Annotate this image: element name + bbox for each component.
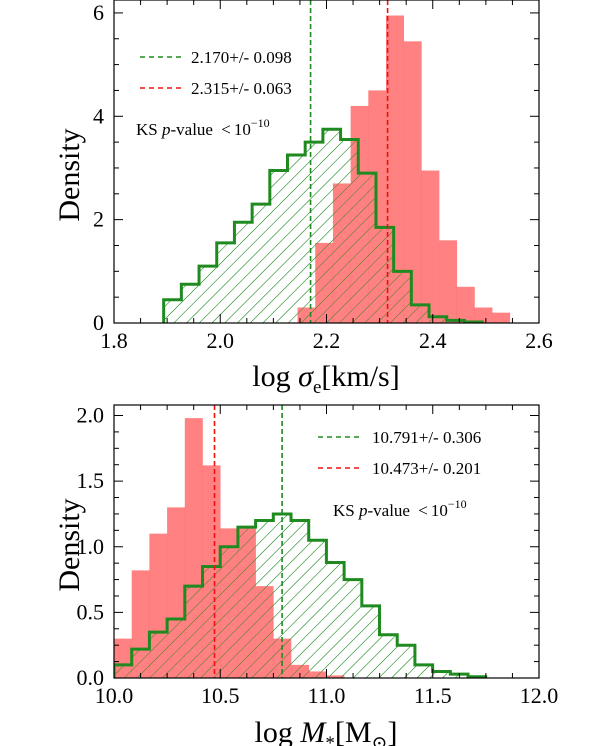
y-tick-label: 6 <box>93 0 104 25</box>
legend: 2.170+/- 0.098 2.315+/- 0.063 <box>140 48 292 98</box>
x-tick-label: 2.2 <box>313 328 341 353</box>
axis-ticks: 1.8 2.0 2.2 2.4 2.6 0 2 4 6 <box>93 0 553 353</box>
y-tick-label: 1.5 <box>77 468 105 493</box>
mean-lines <box>213 405 283 678</box>
x-tick-label: 2.6 <box>525 328 553 353</box>
legend-label-red: 10.473+/- 0.201 <box>372 459 481 478</box>
y-tick-label: 0 <box>93 310 104 335</box>
legend-label-red: 2.315+/- 0.063 <box>191 79 292 98</box>
x-tick-label: 11.5 <box>414 683 452 708</box>
x-tick-label: 10.5 <box>201 683 240 708</box>
y-axis-title: Density <box>53 498 86 591</box>
legend-label-green: 2.170+/- 0.098 <box>191 48 292 67</box>
green-step-outline <box>162 127 484 323</box>
y-tick-label: 2.0 <box>77 403 105 428</box>
x-tick-label: 2.4 <box>419 328 447 353</box>
legend-label-green: 10.791+/- 0.306 <box>372 428 481 447</box>
histogram-bars <box>114 418 488 678</box>
red-bar <box>456 286 475 323</box>
mean-lines <box>309 0 389 323</box>
green-hatch-overlay <box>163 129 483 323</box>
y-tick-label: 0.0 <box>77 665 105 690</box>
x-axis-title: log σe[km/s] <box>252 360 399 398</box>
y-tick-label: 4 <box>93 103 104 128</box>
ks-annotation: KS p-value <10−10 <box>333 497 467 520</box>
x-tick-label: 2.0 <box>207 328 235 353</box>
x-tick-label: 1.8 <box>100 328 128 353</box>
y-tick-label: 2 <box>93 207 104 232</box>
y-tick-label: 1.0 <box>77 534 105 559</box>
ks-annotation: KS p-value <10−10 <box>136 116 270 139</box>
panel-sigma: 1.8 2.0 2.2 2.4 2.6 0 2 4 6 2.170+/- 0.098 2.315… <box>53 0 553 398</box>
red-bar <box>403 41 422 323</box>
y-tick-label: 0.5 <box>77 599 105 624</box>
red-bar <box>474 307 493 323</box>
red-bar <box>439 240 458 323</box>
x-tick-label: 11.0 <box>308 683 346 708</box>
red-bar <box>492 312 511 323</box>
y-axis-title: Density <box>53 128 86 221</box>
axis-ticks: 10.0 10.5 11.0 11.5 12.0 0.0 0.5 1.0 1.5 2.0 <box>77 403 559 709</box>
legend: 10.791+/- 0.306 10.473+/- 0.201 <box>318 428 481 478</box>
x-tick-label: 10.0 <box>95 683 134 708</box>
panel-mass: 10.0 10.5 11.0 11.5 12.0 0.0 0.5 1.0 1.5 2.0 10.7… <box>53 403 558 746</box>
x-axis-title: log M*[M⊙] <box>255 716 398 746</box>
green-step-outline <box>114 512 488 678</box>
histogram-bars <box>162 15 511 323</box>
x-tick-label: 12.0 <box>520 683 559 708</box>
red-bar <box>421 170 440 323</box>
green-hatch-overlay <box>114 513 486 678</box>
